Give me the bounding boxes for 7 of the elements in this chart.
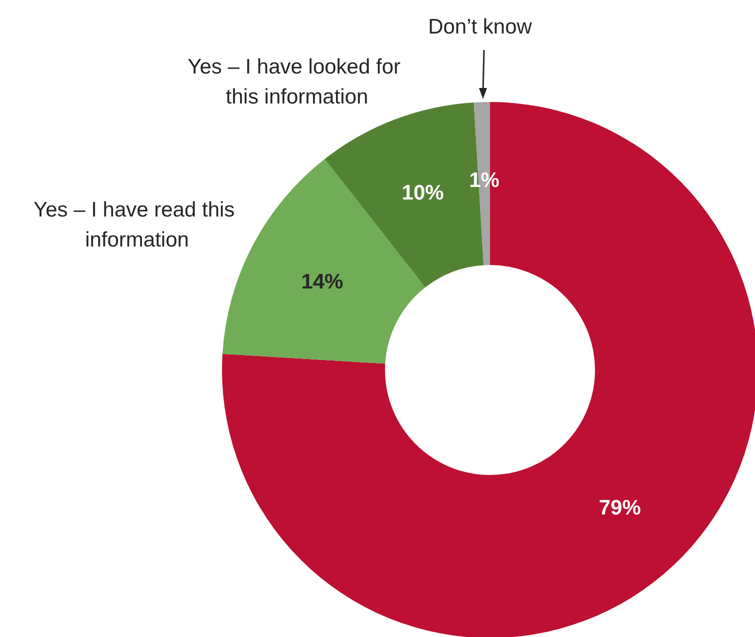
slice-label: Yes – I have looked for this information [188, 56, 406, 108]
data-label: 1% [469, 169, 500, 192]
data-label: 10% [402, 181, 444, 204]
slice-label: Yes – I have read this information [33, 198, 241, 252]
data-label: 14% [301, 270, 344, 294]
slice-label: Don’t know [428, 16, 533, 38]
data-label: 79% [598, 496, 642, 520]
